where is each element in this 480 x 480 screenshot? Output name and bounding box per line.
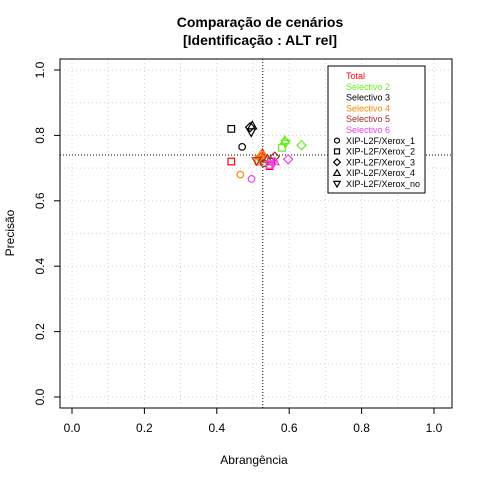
data-point bbox=[262, 153, 273, 163]
data-point bbox=[245, 128, 257, 138]
data-points bbox=[227, 120, 307, 183]
data-point bbox=[282, 153, 294, 165]
y-axis-label: Precisão bbox=[3, 209, 17, 256]
y-tick-label: 0.6 bbox=[33, 192, 47, 209]
legend-entry-label: XIP-L2F/Xerox_4 bbox=[346, 168, 415, 178]
legend-entry-symbol bbox=[333, 137, 341, 144]
legend-entry-symbol bbox=[332, 157, 342, 167]
x-tick-label: 0.2 bbox=[136, 421, 153, 435]
legend-entry-label: Selectivo 2 bbox=[346, 82, 390, 92]
legend-entry-label: XIP-L2F/Xerox_2 bbox=[346, 147, 415, 157]
y-tick-label: 0.2 bbox=[33, 323, 47, 340]
legend-entry-symbol bbox=[332, 168, 342, 177]
chart-subtitle: [Identificação : ALT rel] bbox=[183, 32, 337, 48]
y-axis-ticks: 0.0 0.2 0.4 0.6 0.8 1.0 bbox=[33, 61, 60, 405]
legend-entry-label: XIP-L2F/Xerox_3 bbox=[346, 157, 415, 167]
y-tick-label: 0.8 bbox=[33, 127, 47, 144]
chart-title: Comparação de cenários bbox=[177, 14, 344, 30]
data-point bbox=[238, 142, 247, 151]
data-point bbox=[251, 157, 262, 167]
legend-entry-label: Selectivo 5 bbox=[346, 114, 390, 124]
data-point bbox=[254, 155, 265, 165]
data-point bbox=[280, 139, 291, 150]
x-tick-label: 0.4 bbox=[208, 421, 225, 435]
legend-entry-label: Selectivo 4 bbox=[346, 103, 390, 113]
y-tick-label: 0.0 bbox=[33, 388, 47, 405]
legend-entry-label: Total bbox=[346, 71, 365, 81]
legend-entry-label: Selectivo 6 bbox=[346, 125, 390, 135]
x-axis-label: Abrangência bbox=[220, 453, 288, 467]
legend-entry-label: XIP-L2F/Xerox_no bbox=[346, 179, 420, 189]
data-point bbox=[267, 160, 279, 170]
legend-entry-symbol bbox=[333, 148, 341, 155]
plot-frame bbox=[59, 58, 453, 409]
reference-lines bbox=[60, 59, 452, 408]
legend-entry-label: XIP-L2F/Xerox_1 bbox=[346, 136, 415, 146]
data-point bbox=[227, 157, 236, 166]
data-point bbox=[227, 124, 236, 133]
data-point bbox=[247, 174, 256, 183]
data-point bbox=[296, 139, 307, 151]
x-axis-ticks: 0.0 0.2 0.4 0.6 0.8 1.0 bbox=[64, 408, 443, 435]
data-point bbox=[236, 170, 245, 179]
data-point bbox=[244, 121, 256, 133]
x-tick-label: 0.0 bbox=[64, 421, 81, 435]
x-tick-label: 0.6 bbox=[281, 421, 298, 435]
x-tick-label: 1.0 bbox=[426, 421, 443, 435]
legend-entry-label: Selectivo 3 bbox=[346, 93, 390, 103]
legend-box bbox=[327, 65, 426, 194]
y-tick-label: 0.4 bbox=[33, 258, 47, 275]
legend-entry-symbol bbox=[332, 180, 342, 189]
grid bbox=[60, 59, 452, 408]
x-tick-label: 0.8 bbox=[353, 421, 370, 435]
y-tick-label: 1.0 bbox=[33, 61, 47, 78]
